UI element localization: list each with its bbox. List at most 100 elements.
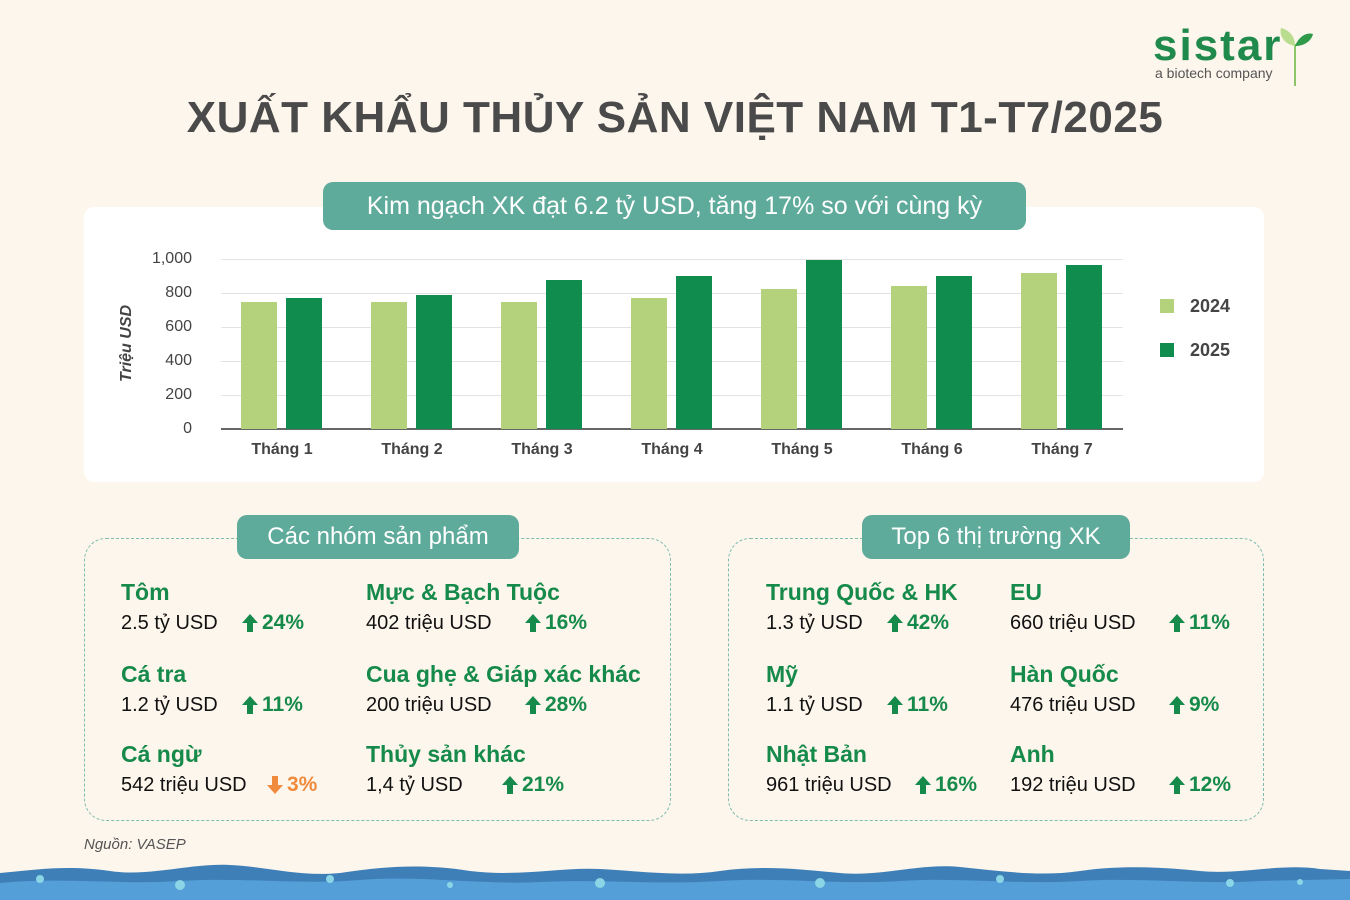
- market-value: 660 triệu USD: [1010, 612, 1136, 634]
- product-name: Thủy sản khác: [366, 741, 526, 767]
- product-value: 1,4 tỷ USD: [366, 774, 463, 796]
- market-name: EU: [1010, 579, 1042, 605]
- legend-item-2024: 2024: [1160, 295, 1230, 317]
- y-tick: 400: [165, 352, 192, 369]
- arrow-down-icon: [267, 776, 283, 794]
- bar-group: [221, 259, 351, 429]
- bar-2025: [416, 294, 452, 429]
- y-tick: 600: [165, 318, 192, 335]
- market-value: 1.3 tỷ USD: [766, 612, 863, 634]
- y-tick: 800: [165, 284, 192, 301]
- product-change: 3%: [266, 772, 317, 798]
- market-value: 192 triệu USD: [1010, 774, 1136, 796]
- y-tick: 1,000: [151, 250, 192, 267]
- product-change: 28%: [524, 692, 587, 718]
- bar-2024: [241, 301, 277, 429]
- product-name: Cua ghẹ & Giáp xác khác: [366, 661, 641, 687]
- gridline: [221, 293, 1123, 294]
- market-name: Anh: [1010, 741, 1055, 767]
- bar-group: [741, 259, 871, 429]
- market-value: 1.1 tỷ USD: [766, 694, 863, 716]
- product-value: 402 triệu USD: [366, 612, 492, 634]
- legend-swatch-2024: [1160, 299, 1174, 313]
- market-change: 16%: [914, 772, 977, 798]
- market-name: Hàn Quốc: [1010, 661, 1119, 687]
- market-item: Trung Quốc & HK 1.3 tỷ USD 42%: [766, 578, 958, 636]
- x-tick-label: Tháng 2: [381, 441, 443, 458]
- market-name: Trung Quốc & HK: [766, 579, 958, 605]
- market-value: 476 triệu USD: [1010, 694, 1136, 716]
- product-value: 1.2 tỷ USD: [121, 694, 218, 716]
- bar-2024: [761, 288, 797, 429]
- market-name: Nhật Bản: [766, 741, 867, 767]
- bar-group: [611, 259, 741, 429]
- product-change: 21%: [501, 772, 564, 798]
- x-tick-label: Tháng 4: [641, 441, 703, 458]
- market-item: Hàn Quốc 476 triệu USD 9%: [1010, 660, 1219, 718]
- x-tick-label: Tháng 6: [901, 441, 963, 458]
- market-change: 12%: [1168, 772, 1231, 798]
- product-item: Tôm 2.5 tỷ USD 24%: [121, 578, 304, 636]
- product-name: Mực & Bạch Tuộc: [366, 579, 560, 605]
- product-item: Cá ngừ 542 triệu USD 3%: [121, 740, 317, 798]
- arrow-up-icon: [242, 614, 258, 632]
- product-change: 16%: [524, 610, 587, 636]
- arrow-up-icon: [525, 614, 541, 632]
- y-tick: 0: [183, 420, 192, 437]
- market-value: 961 triệu USD: [766, 774, 892, 796]
- brand-logo: sistar a biotech company: [1153, 22, 1323, 92]
- y-axis-ticks: 1,000 800 600 400 200 0: [132, 207, 192, 482]
- market-item: Mỹ 1.1 tỷ USD 11%: [766, 660, 948, 718]
- arrow-up-icon: [242, 696, 258, 714]
- product-change: 24%: [241, 610, 304, 636]
- bar-group: [871, 259, 1001, 429]
- x-tick-label: Tháng 3: [511, 441, 573, 458]
- brand-tagline: a biotech company: [1155, 65, 1273, 81]
- gridline: [221, 395, 1123, 396]
- products-heading: Các nhóm sản phẩm: [237, 515, 519, 559]
- bar-group: [351, 259, 481, 429]
- brand-name: sistar: [1153, 21, 1283, 70]
- legend-label: 2024: [1190, 295, 1231, 316]
- market-change: 11%: [886, 692, 948, 718]
- bar-2025: [936, 276, 972, 429]
- x-tick-label: Tháng 7: [1031, 441, 1093, 458]
- arrow-up-icon: [887, 614, 903, 632]
- market-name: Mỹ: [766, 661, 798, 687]
- gridline: [221, 361, 1123, 362]
- product-value: 542 triệu USD: [121, 774, 247, 796]
- arrow-up-icon: [1169, 696, 1185, 714]
- product-item: Thủy sản khác 1,4 tỷ USD 21%: [366, 740, 564, 798]
- arrow-up-icon: [1169, 776, 1185, 794]
- bar-chart: Triệu USD 1,000 800 600 400 200 0 Tháng …: [84, 207, 1264, 482]
- product-name: Tôm: [121, 579, 170, 605]
- x-tick-label: Tháng 1: [251, 441, 313, 458]
- bar-2024: [501, 301, 537, 429]
- bar-group: [481, 259, 611, 429]
- arrow-up-icon: [502, 776, 518, 794]
- bar-2024: [891, 286, 927, 429]
- product-item: Mực & Bạch Tuộc 402 triệu USD 16%: [366, 578, 587, 636]
- bar-group: [1001, 259, 1131, 429]
- bar-2025: [286, 298, 322, 429]
- market-item: Anh 192 triệu USD 12%: [1010, 740, 1231, 798]
- gridline: [221, 259, 1123, 260]
- legend-label: 2025: [1190, 339, 1231, 360]
- y-tick: 200: [165, 386, 192, 403]
- sprout-icon: [1280, 28, 1313, 86]
- arrow-up-icon: [915, 776, 931, 794]
- product-value: 2.5 tỷ USD: [121, 612, 218, 634]
- markets-heading: Top 6 thị trường XK: [862, 515, 1130, 559]
- product-name: Cá ngừ: [121, 741, 202, 767]
- market-item: Nhật Bản 961 triệu USD 16%: [766, 740, 977, 798]
- bar-2025: [806, 259, 842, 429]
- bar-2025: [676, 276, 712, 429]
- product-item: Cua ghẹ & Giáp xác khác 200 triệu USD 28%: [366, 660, 641, 718]
- market-change: 42%: [886, 610, 949, 636]
- product-name: Cá tra: [121, 661, 187, 687]
- bar-2025: [546, 279, 582, 429]
- product-value: 200 triệu USD: [366, 694, 492, 716]
- ocean-waves-decoration: [0, 864, 1350, 900]
- chart-legend: 2024 2025: [1160, 295, 1230, 383]
- bar-2024: [1021, 272, 1057, 429]
